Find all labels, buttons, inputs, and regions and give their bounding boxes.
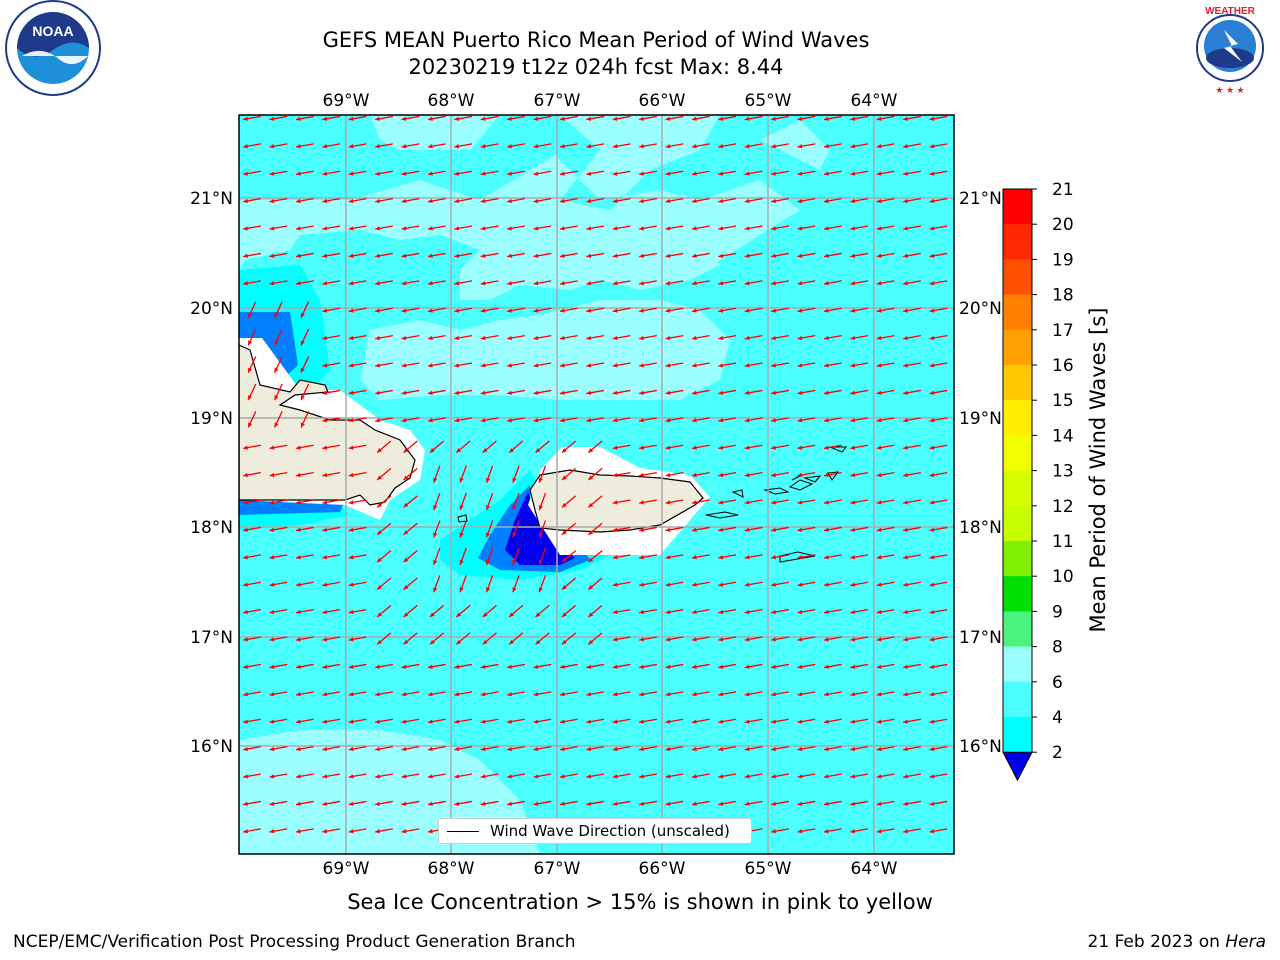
colorbar-tick-label: 11 bbox=[1052, 532, 1074, 552]
caption: Sea Ice Concentration > 15% is shown in … bbox=[0, 890, 1280, 914]
colorbar-swatch bbox=[1003, 365, 1032, 401]
colorbar-tick-labels: 21 20 19 18 17 16 15 14 13 12 11 10 9 8 6 4 2 bbox=[1052, 180, 1074, 763]
colorbar-tick-label: 18 bbox=[1052, 286, 1074, 306]
lon-label: 68°W bbox=[428, 91, 475, 111]
colorbar-swatch bbox=[1003, 717, 1032, 753]
colorbar-tick-label: 2 bbox=[1052, 743, 1063, 763]
lat-label: 20°N bbox=[959, 299, 1002, 319]
map-legend: Wind Wave Direction (unscaled) bbox=[438, 818, 752, 844]
colorbar-swatch bbox=[1003, 295, 1032, 331]
colorbar-swatch bbox=[1003, 330, 1032, 366]
lon-labels-bottom: 69°W 68°W 67°W 66°W 65°W 64°W bbox=[323, 859, 898, 879]
lat-label: 18°N bbox=[190, 518, 233, 538]
lat-label: 20°N bbox=[190, 299, 233, 319]
colorbar-swatch bbox=[1003, 400, 1032, 436]
lat-label: 21°N bbox=[959, 189, 1002, 209]
lon-label: 66°W bbox=[639, 91, 686, 111]
lat-label: 16°N bbox=[959, 737, 1002, 757]
lon-label: 64°W bbox=[851, 859, 898, 879]
lat-label: 17°N bbox=[190, 628, 233, 648]
colorbar-tick-label: 12 bbox=[1052, 497, 1074, 517]
lat-label: 16°N bbox=[190, 737, 233, 757]
lon-label: 64°W bbox=[851, 91, 898, 111]
lon-label: 67°W bbox=[534, 859, 581, 879]
colorbar-swatch bbox=[1003, 647, 1032, 683]
lat-label: 19°N bbox=[959, 409, 1002, 429]
colorbar-swatch bbox=[1003, 682, 1032, 718]
lat-label: 17°N bbox=[959, 628, 1002, 648]
lat-labels-left: 21°N 20°N 19°N 18°N 17°N 16°N bbox=[190, 189, 233, 757]
footer-date: 21 Feb 2023 on Hera bbox=[1088, 932, 1266, 952]
lon-label: 68°W bbox=[428, 859, 475, 879]
colorbar-tick-label: 8 bbox=[1052, 638, 1063, 658]
colorbar-tick-label: 20 bbox=[1052, 215, 1074, 235]
colorbar-tick-label: 19 bbox=[1052, 250, 1074, 270]
legend-label: Wind Wave Direction (unscaled) bbox=[490, 822, 730, 840]
colorbar-swatch bbox=[1003, 541, 1032, 577]
footer-credit: NCEP/EMC/Verification Post Processing Pr… bbox=[13, 932, 576, 952]
colorbar-tick-label: 6 bbox=[1052, 673, 1063, 693]
colorbar-tick-label: 15 bbox=[1052, 391, 1074, 411]
footer-machine: Hera bbox=[1225, 932, 1266, 952]
colorbar-tick-label: 14 bbox=[1052, 426, 1074, 446]
lon-label: 69°W bbox=[323, 91, 370, 111]
colorbar-extend-triangle bbox=[1003, 752, 1032, 780]
footer-date-text: 21 Feb 2023 on bbox=[1088, 932, 1226, 952]
colorbar-tick-label: 21 bbox=[1052, 180, 1074, 200]
lon-label: 69°W bbox=[323, 859, 370, 879]
colorbar-tick-label: 13 bbox=[1052, 462, 1074, 482]
colorbar-swatch bbox=[1003, 471, 1032, 507]
colorbar-title: Mean Period of Wind Waves [s] bbox=[1086, 308, 1110, 633]
lon-labels-top: 69°W 68°W 67°W 66°W 65°W 64°W bbox=[323, 91, 898, 111]
colorbar-swatch bbox=[1003, 259, 1032, 295]
colorbar-swatch bbox=[1003, 224, 1032, 260]
lon-label: 65°W bbox=[745, 859, 792, 879]
colorbar-swatch bbox=[1003, 506, 1032, 542]
legend-line bbox=[447, 831, 479, 832]
lat-label: 21°N bbox=[190, 189, 233, 209]
colorbar-tick-label: 9 bbox=[1052, 602, 1063, 622]
lon-label: 66°W bbox=[639, 859, 686, 879]
colorbar-swatch bbox=[1003, 611, 1032, 647]
colorbar-swatch bbox=[1003, 435, 1032, 471]
colorbar bbox=[1003, 189, 1037, 780]
lon-label: 67°W bbox=[534, 91, 581, 111]
lat-labels-right: 21°N 20°N 19°N 18°N 17°N 16°N bbox=[959, 189, 1002, 757]
colorbar-tick-label: 16 bbox=[1052, 356, 1074, 376]
lat-label: 18°N bbox=[959, 518, 1002, 538]
colorbar-tick-label: 10 bbox=[1052, 567, 1074, 587]
colorbar-swatch bbox=[1003, 189, 1032, 225]
colorbar-tick-label: 4 bbox=[1052, 708, 1063, 728]
lat-label: 19°N bbox=[190, 409, 233, 429]
colorbar-tick-label: 17 bbox=[1052, 321, 1074, 341]
colorbar-swatch bbox=[1003, 576, 1032, 612]
lon-label: 65°W bbox=[745, 91, 792, 111]
map-plot-area bbox=[239, 115, 954, 854]
